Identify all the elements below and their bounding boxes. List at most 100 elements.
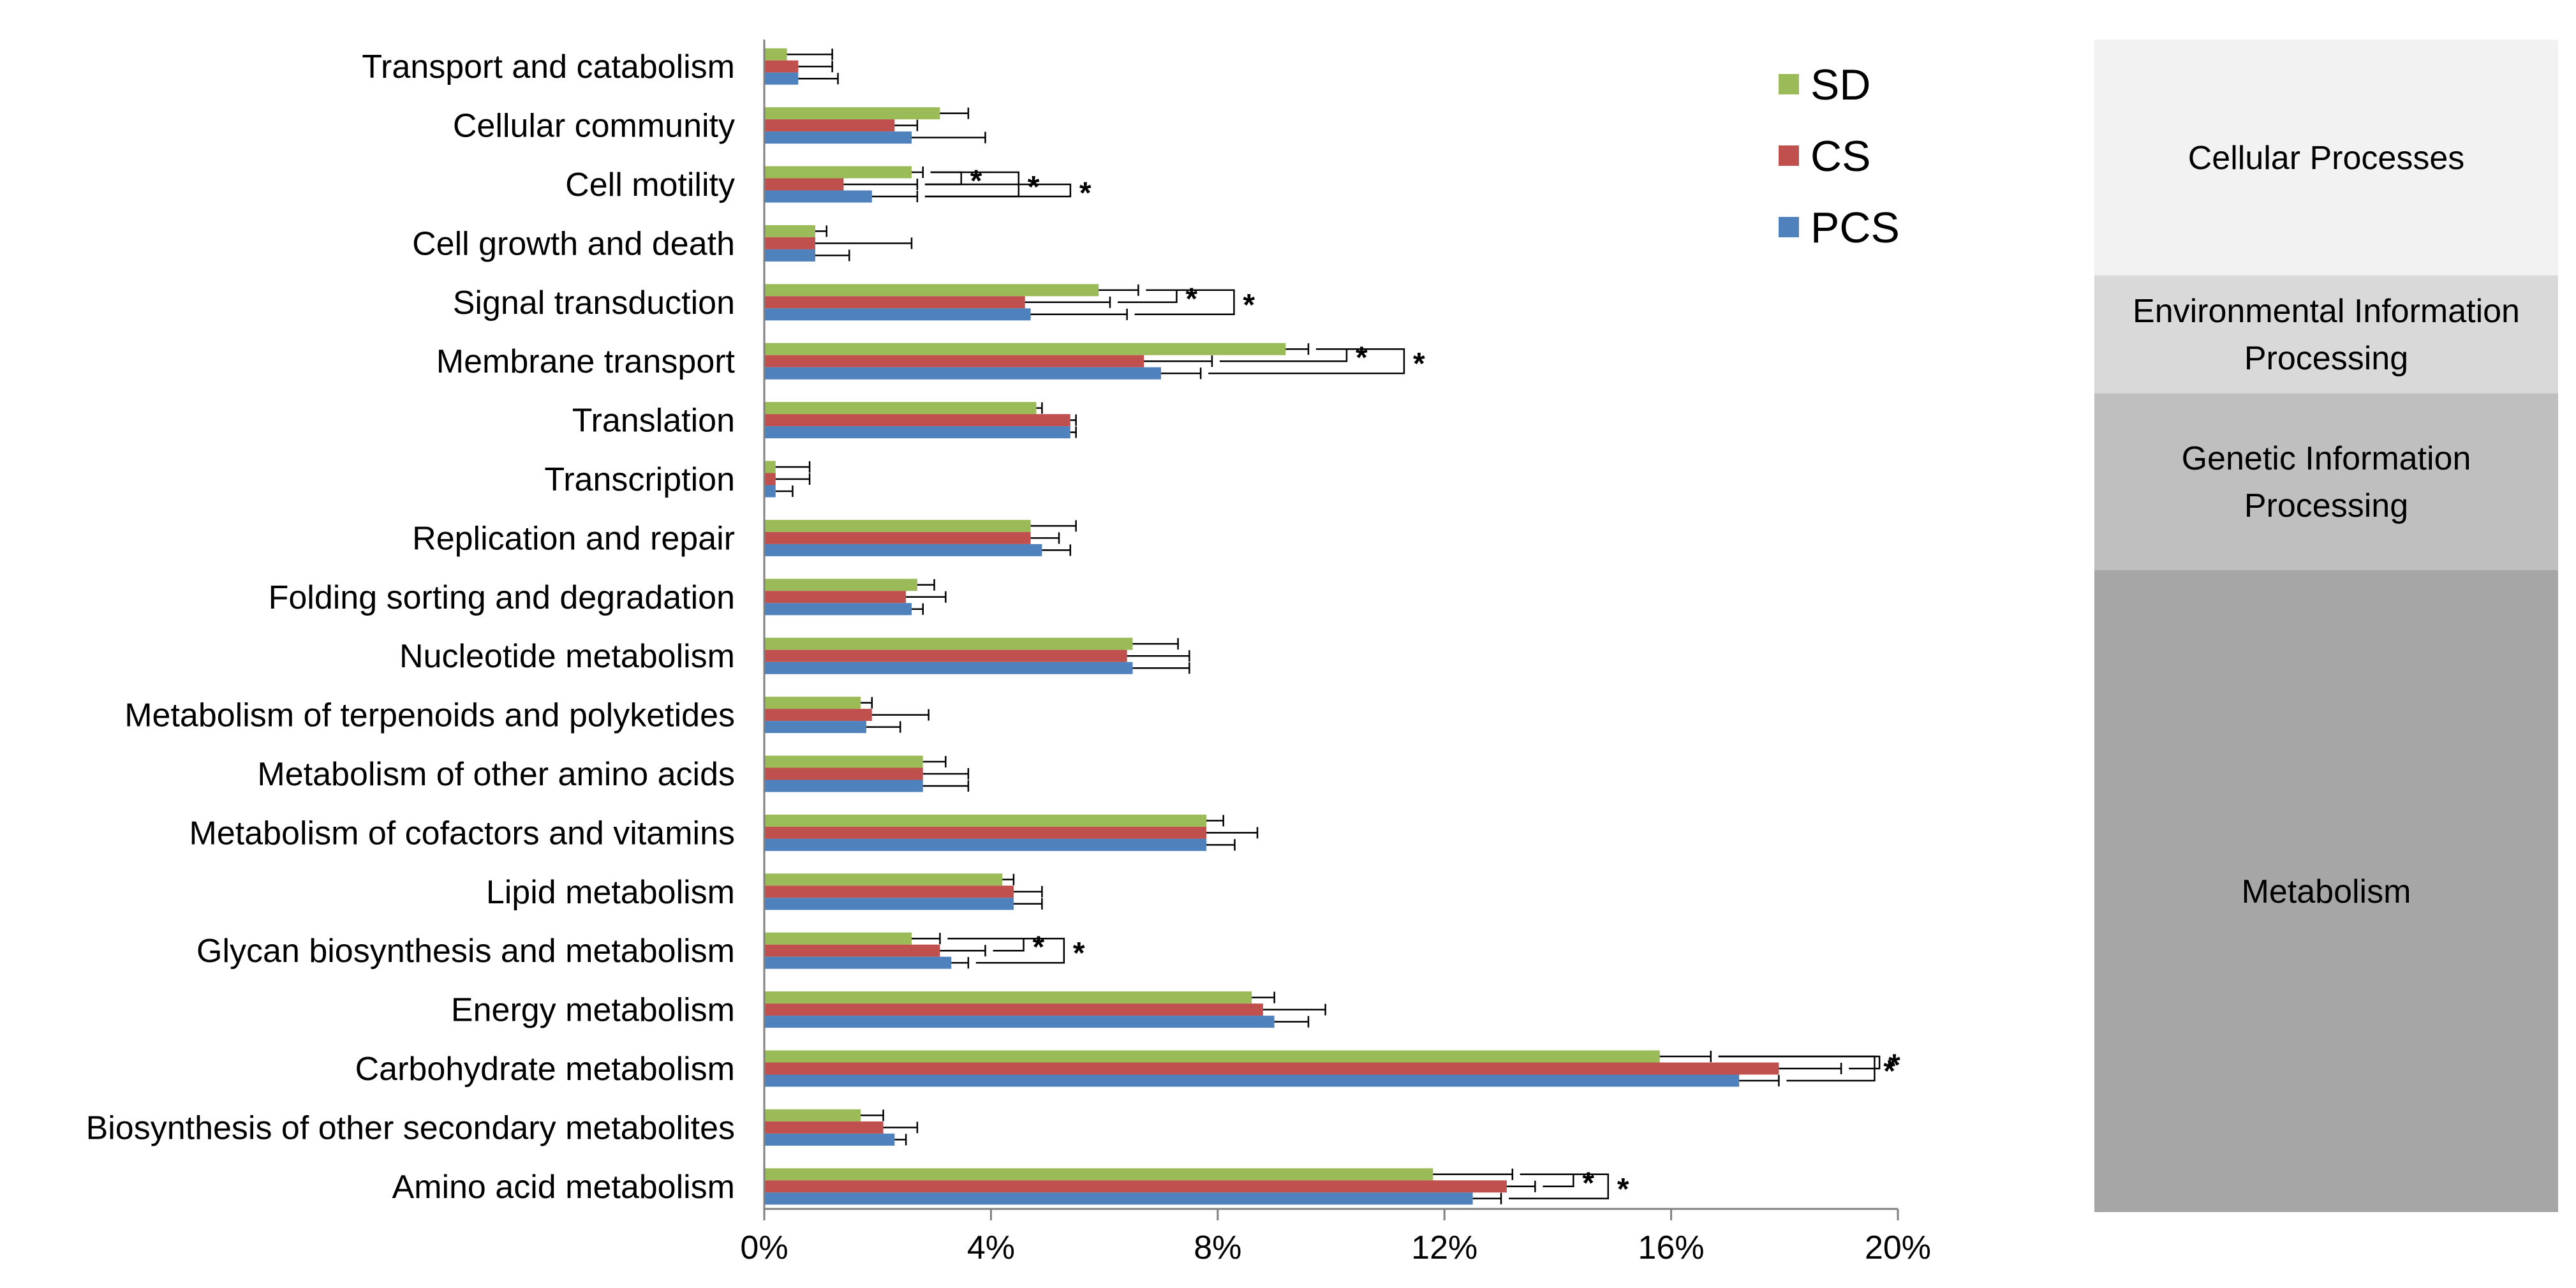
bar-pcs-cellular-community (764, 131, 912, 144)
group-label: Processing (2244, 487, 2408, 524)
legend-label: PCS (1810, 204, 1900, 252)
bracket-line (1718, 1055, 1876, 1082)
error-bar-sd-cell-growth-and-death (815, 225, 827, 237)
error-bar-sd-nucleotide-metabolism (1132, 638, 1179, 650)
x-tick-label: 16% (1638, 1229, 1705, 1266)
x-tick-label: 20% (1865, 1229, 1931, 1266)
error-bar-cs-lipid-metabolism (1013, 885, 1043, 898)
error-bar-pcs-biosynthesis-of-other-secondary-metabolites (894, 1134, 907, 1146)
error-bar-cs-cell-growth-and-death (815, 237, 913, 249)
category-label-nucleotide-metabolism: Nucleotide metabolism (399, 638, 735, 675)
significance-bracket-membrane-transport: * * (1208, 341, 1425, 381)
significance-star: * (1073, 936, 1085, 970)
bar-sd-cell-growth-and-death (764, 225, 815, 237)
significance-star: * (1356, 341, 1368, 375)
group-label: Metabolism (2242, 873, 2411, 910)
error-bar-pcs-metabolism-of-terpenoids-and-polyketides (866, 721, 901, 733)
error-bar-cs-signal-transduction (1025, 296, 1111, 308)
bar-pcs-glycan-biosynthesis-and-metabolism (764, 956, 952, 969)
error-bar-cs-metabolism-of-cofactors-and-vitamins (1206, 827, 1259, 839)
bracket-line (1117, 289, 1178, 304)
group-panel-rect (2094, 570, 2558, 1212)
bar-sd-lipid-metabolism (764, 873, 1003, 886)
error-bar-pcs-energy-metabolism (1274, 1016, 1310, 1028)
x-tick-label: 0% (740, 1229, 788, 1266)
significance-star: * (1033, 931, 1045, 965)
bar-sd-transport-and-catabolism (764, 48, 787, 61)
bar-pcs-nucleotide-metabolism (764, 662, 1133, 674)
bar-cs-translation (764, 414, 1070, 427)
legend-swatch (1779, 145, 1799, 166)
bar-sd-cellular-community (764, 107, 940, 120)
bracket-line (1520, 1173, 1574, 1188)
bar-pcs-transcription (764, 485, 776, 498)
error-bar-sd-folding-sorting-and-degradation (917, 579, 935, 591)
bar-pcs-biosynthesis-of-other-secondary-metabolites (764, 1133, 895, 1146)
error-bar-pcs-nucleotide-metabolism (1132, 662, 1190, 674)
bar-sd-translation (764, 402, 1037, 415)
bar-sd-glycan-biosynthesis-and-metabolism (764, 932, 912, 945)
category-label-cell-growth-and-death: Cell growth and death (412, 225, 735, 262)
error-bar-sd-membrane-transport (1285, 343, 1310, 355)
bar-pcs-cell-motility (764, 190, 872, 203)
error-bar-pcs-transcription (775, 485, 794, 497)
legend-swatch (1779, 217, 1799, 237)
error-bar-sd-carbohydrate-metabolism (1659, 1051, 1712, 1062)
bracket-line (924, 171, 963, 186)
error-bar-cs-metabolism-of-other-amino-acids (922, 768, 970, 780)
bar-cs-nucleotide-metabolism (764, 649, 1127, 662)
error-bar-pcs-carbohydrate-metabolism (1739, 1075, 1780, 1086)
bracket-line (947, 937, 1065, 964)
bar-pcs-lipid-metabolism (764, 898, 1014, 910)
error-bar-cs-biosynthesis-of-other-secondary-metabolites (883, 1121, 919, 1134)
group-label: Processing (2244, 340, 2408, 377)
bar-pcs-signal-transduction (764, 308, 1031, 321)
error-bar-pcs-membrane-transport (1160, 367, 1202, 380)
error-bar-cs-cell-motility (843, 179, 919, 190)
bracket-line (1509, 1173, 1610, 1200)
error-bar-sd-energy-metabolism (1252, 991, 1275, 1003)
error-bar-pcs-translation (1070, 426, 1077, 438)
category-label-biosynthesis-of-other-secondary-metabolites: Biosynthesis of other secondary metaboli… (86, 1109, 735, 1146)
group-panel-rect (2094, 40, 2558, 276)
error-bar-sd-metabolism-of-other-amino-acids (922, 756, 947, 767)
error-bar-sd-transcription (775, 461, 811, 473)
bar-cs-amino-acid-metabolism (764, 1180, 1507, 1193)
significance-bracket-glycan-biosynthesis-and-metabolism: * * (947, 931, 1085, 970)
category-label-metabolism-of-other-amino-acids: Metabolism of other amino acids (257, 756, 735, 793)
bar-cs-folding-sorting-and-degradation (764, 591, 907, 603)
legend-label: SD (1810, 61, 1870, 109)
bar-sd-cell-motility (764, 166, 912, 179)
error-bar-sd-glycan-biosynthesis-and-metabolism (912, 933, 941, 945)
bar-pcs-folding-sorting-and-degradation (764, 603, 912, 616)
bracket-line (1208, 348, 1405, 374)
error-bar-cs-translation (1070, 414, 1077, 426)
bar-cs-cell-motility (764, 178, 844, 191)
bar-cs-cellular-community (764, 119, 895, 132)
legend-label: CS (1810, 132, 1870, 181)
error-bar-cs-transcription (775, 473, 811, 485)
significance-star: * (1028, 170, 1040, 204)
group-panel-metabolism: Metabolism (2094, 570, 2558, 1212)
bar-pcs-metabolism-of-other-amino-acids (764, 780, 923, 792)
category-label-metabolism-of-cofactors-and-vitamins: Metabolism of cofactors and vitamins (189, 815, 735, 852)
legend-item-cs: CS (1779, 132, 1870, 181)
significance-bracket-signal-transduction: * * (1117, 282, 1255, 322)
error-bar-pcs-replication-and-repair (1042, 544, 1072, 556)
error-bar-pcs-folding-sorting-and-degradation (912, 603, 924, 615)
error-bar-cs-nucleotide-metabolism (1127, 650, 1190, 662)
group-panel-genetic-information-processing: Genetic Information Processing (2094, 393, 2558, 570)
bar-sd-metabolism-of-cofactors-and-vitamins (764, 814, 1207, 827)
error-bar-sd-cell-motility (912, 167, 924, 178)
bar-pcs-metabolism-of-cofactors-and-vitamins (764, 838, 1207, 851)
group-label: Environmental Information (2133, 293, 2520, 330)
bar-cs-cell-growth-and-death (764, 237, 815, 249)
error-bar-cs-energy-metabolism (1262, 1003, 1326, 1016)
significance-star: * (1582, 1166, 1594, 1200)
category-label-cellular-community: Cellular community (453, 108, 735, 145)
bar-cs-biosynthesis-of-other-secondary-metabolites (764, 1121, 884, 1134)
error-bar-cs-amino-acid-metabolism (1506, 1180, 1536, 1192)
category-label-glycan-biosynthesis-and-metabolism: Glycan biosynthesis and metabolism (196, 933, 735, 970)
group-label: Cellular Processes (2188, 140, 2465, 177)
significance-bracket-carbohydrate-metabolism: ** (1718, 1049, 1900, 1088)
